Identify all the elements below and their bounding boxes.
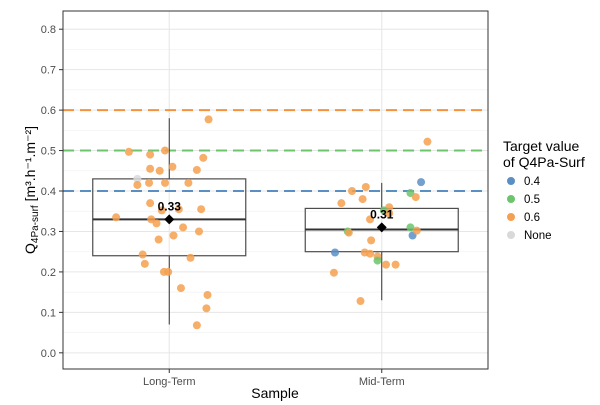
data-point <box>169 231 178 240</box>
legend-swatch <box>507 195 515 203</box>
data-point <box>164 267 173 276</box>
data-point <box>176 284 185 293</box>
plot-panel <box>63 11 488 369</box>
reference-lines <box>63 109 488 193</box>
data-point <box>382 260 390 269</box>
data-point <box>366 215 375 224</box>
data-point <box>331 248 339 257</box>
data-point <box>356 297 365 306</box>
legend: Target value of Q4Pa-Surf 0.4 0.5 0.6 None <box>503 138 585 242</box>
data-point <box>423 137 432 146</box>
x-axis: Long-Term Mid-Term <box>143 369 405 388</box>
legend-title-line1: Target value <box>503 138 579 154</box>
legend-label: 0.4 <box>524 176 541 188</box>
data-point <box>348 187 356 196</box>
data-point <box>203 290 212 299</box>
data-point <box>361 182 370 191</box>
legend-swatch <box>507 213 515 221</box>
legend-entries: 0.4 0.5 0.6 None <box>507 176 552 242</box>
data-point <box>192 165 201 174</box>
y-tick-label: 0.8 <box>41 24 56 36</box>
data-point <box>161 146 169 155</box>
data-point <box>146 199 155 208</box>
legend-label: None <box>524 230 552 242</box>
data-point <box>197 205 206 214</box>
data-point <box>417 178 426 187</box>
data-point <box>412 226 421 235</box>
y-tick-label: 0.6 <box>41 105 56 117</box>
legend-label: 0.5 <box>524 194 540 206</box>
data-point <box>154 235 163 244</box>
data-point <box>358 195 367 204</box>
data-point <box>138 250 147 259</box>
data-point <box>385 209 394 218</box>
data-point <box>344 228 353 237</box>
data-point <box>157 206 166 215</box>
data-point <box>366 249 375 258</box>
legend-swatch <box>507 231 515 239</box>
data-point <box>179 223 188 232</box>
data-point <box>199 153 208 162</box>
data-points <box>112 115 432 330</box>
data-point <box>204 115 213 124</box>
y-tick-label: 0.0 <box>41 348 56 360</box>
data-point <box>373 256 382 265</box>
mean-marker <box>376 222 387 233</box>
legend-label: 0.6 <box>524 212 540 224</box>
y-tick-label: 0.1 <box>41 307 56 319</box>
data-point <box>133 174 142 183</box>
data-point <box>145 178 154 187</box>
mean-label: 0.31 <box>370 207 394 221</box>
data-point <box>202 304 211 313</box>
plot-border <box>62 10 489 370</box>
data-point <box>391 260 400 269</box>
data-point <box>192 321 201 330</box>
y-axis-title: Q4Pa-surf [m³.h⁻¹.m⁻²] <box>22 126 41 254</box>
legend-title-line2: of Q4Pa-Surf <box>503 154 585 170</box>
data-point <box>195 227 203 236</box>
data-point <box>406 223 415 232</box>
data-point <box>140 259 149 268</box>
data-point <box>124 147 133 156</box>
data-point <box>337 199 346 208</box>
means: 0.33 0.31 <box>158 199 394 233</box>
y-axis-title-sub: 4Pa-surf <box>30 205 41 243</box>
data-point <box>146 150 155 159</box>
data-point <box>411 193 420 202</box>
data-point <box>186 253 195 262</box>
y-tick-label: 0.3 <box>41 226 56 238</box>
y-tick-label: 0.2 <box>41 267 56 279</box>
data-point <box>133 180 142 189</box>
y-tick-label: 0.5 <box>41 146 56 158</box>
data-point <box>146 164 155 173</box>
x-tick-label: Long-Term <box>143 376 196 388</box>
y-tick-label: 0.4 <box>41 186 56 198</box>
y-axis-title-units: [m³.h⁻¹.m⁻²] <box>22 126 38 205</box>
data-point <box>367 236 376 245</box>
data-point <box>329 268 338 277</box>
data-point <box>168 162 177 171</box>
y-tick-label: 0.7 <box>41 65 56 77</box>
box <box>92 178 247 257</box>
x-tick-label: Mid-Term <box>359 376 405 388</box>
data-point <box>155 166 164 175</box>
data-point <box>152 219 161 228</box>
data-point <box>112 213 121 222</box>
data-point <box>184 178 193 187</box>
data-point <box>161 178 169 187</box>
mean-marker <box>164 214 175 225</box>
y-axis-title-main: Q <box>22 243 38 254</box>
y-axis: 0.0 0.1 0.2 0.3 0.4 0.5 0.6 0.7 0.8 <box>41 24 63 360</box>
legend-swatch <box>507 177 515 185</box>
data-point <box>174 205 183 214</box>
mean-label: 0.33 <box>158 199 182 213</box>
x-axis-title: Sample <box>251 385 299 401</box>
